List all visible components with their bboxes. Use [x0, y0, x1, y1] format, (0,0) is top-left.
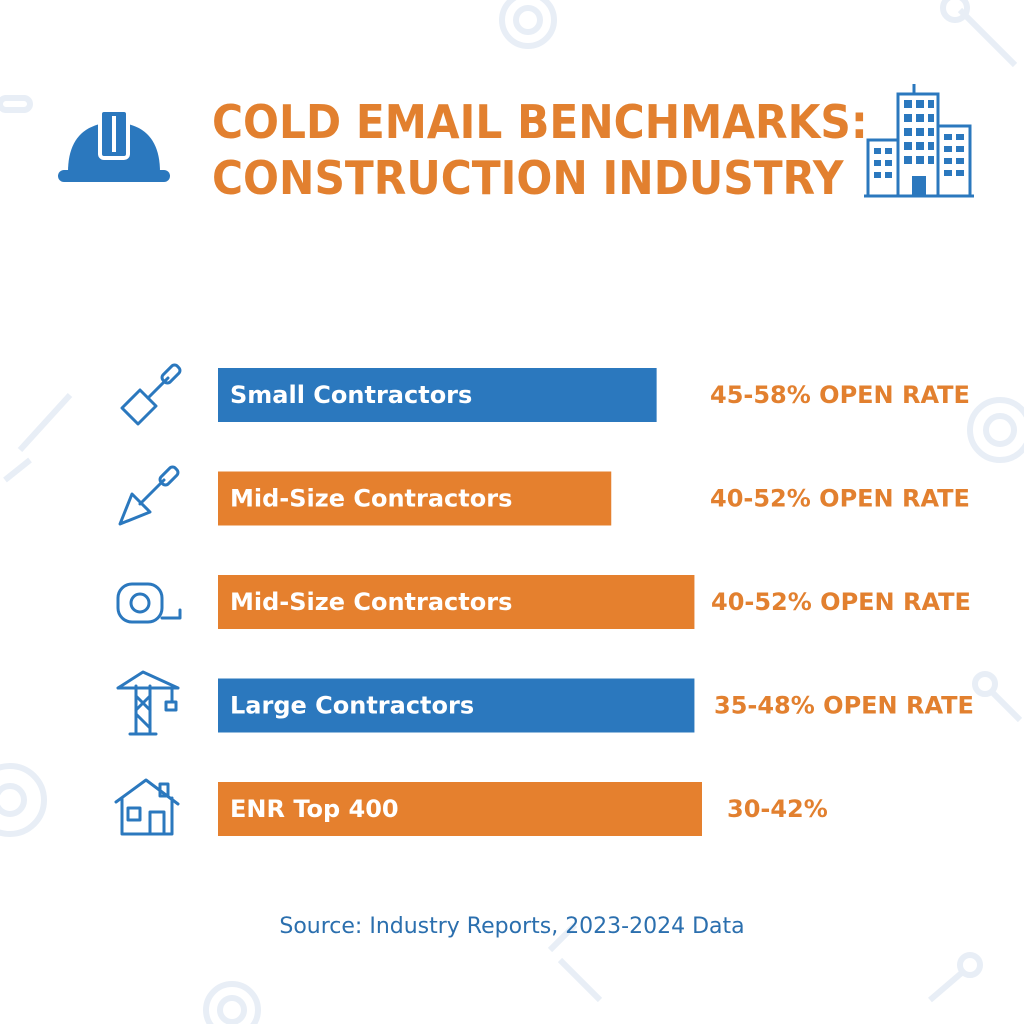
title-line-2: CONSTRUCTION INDUSTRY	[212, 151, 844, 205]
bar-category-label-5: ENR Top 400	[230, 795, 399, 823]
wrench-icon	[940, 0, 1018, 68]
page-title: COLD EMAIL BENCHMARKS: CONSTRUCTION INDU…	[212, 94, 868, 206]
bar-category-label-3: Mid-Size Contractors	[230, 588, 512, 616]
trowel-icon	[120, 363, 182, 426]
bar-category-label-1: Small Contractors	[230, 381, 472, 409]
bar-value-label-5: 30-42%	[727, 795, 828, 823]
bar-5	[218, 782, 702, 836]
hard-hat-icon	[58, 108, 170, 182]
trowel-icon	[3, 392, 73, 483]
house-icon	[114, 778, 180, 836]
bar-value-label-2: 40-52% OPEN RATE	[710, 485, 970, 513]
row-icons	[114, 363, 182, 836]
ruler-icon	[0, 95, 33, 113]
pointed-trowel-icon	[118, 465, 180, 526]
bar-category-label-4: Large Contractors	[230, 692, 474, 720]
bar-value-label-4: 35-48% OPEN RATE	[714, 692, 974, 720]
bar-value-label-3: 40-52% OPEN RATE	[711, 588, 971, 616]
gear-icon	[0, 763, 47, 837]
tape-measure-icon	[116, 582, 182, 624]
wrench-icon	[928, 952, 983, 1003]
gear-icon	[203, 981, 261, 1024]
gear-icon	[499, 0, 557, 49]
office-building-icon	[864, 84, 974, 198]
bar-series: Small Contractors 45-58% OPEN RATE Mid-Siz…	[218, 368, 974, 836]
bar-value-label-1: 45-58% OPEN RATE	[710, 381, 970, 409]
title-line-1: COLD EMAIL BENCHMARKS:	[212, 95, 868, 149]
bar-category-label-2: Mid-Size Contractors	[230, 485, 512, 513]
gear-icon	[967, 397, 1024, 463]
bar-3	[218, 575, 695, 629]
bar-4	[218, 678, 695, 733]
bar-2	[218, 471, 612, 526]
source-note: Source: Industry Reports, 2023-2024 Data	[279, 914, 745, 939]
bar-1	[218, 368, 657, 422]
hammer-icon	[547, 922, 603, 1003]
tower-crane-icon	[116, 670, 180, 736]
wrench-icon	[972, 671, 1023, 723]
